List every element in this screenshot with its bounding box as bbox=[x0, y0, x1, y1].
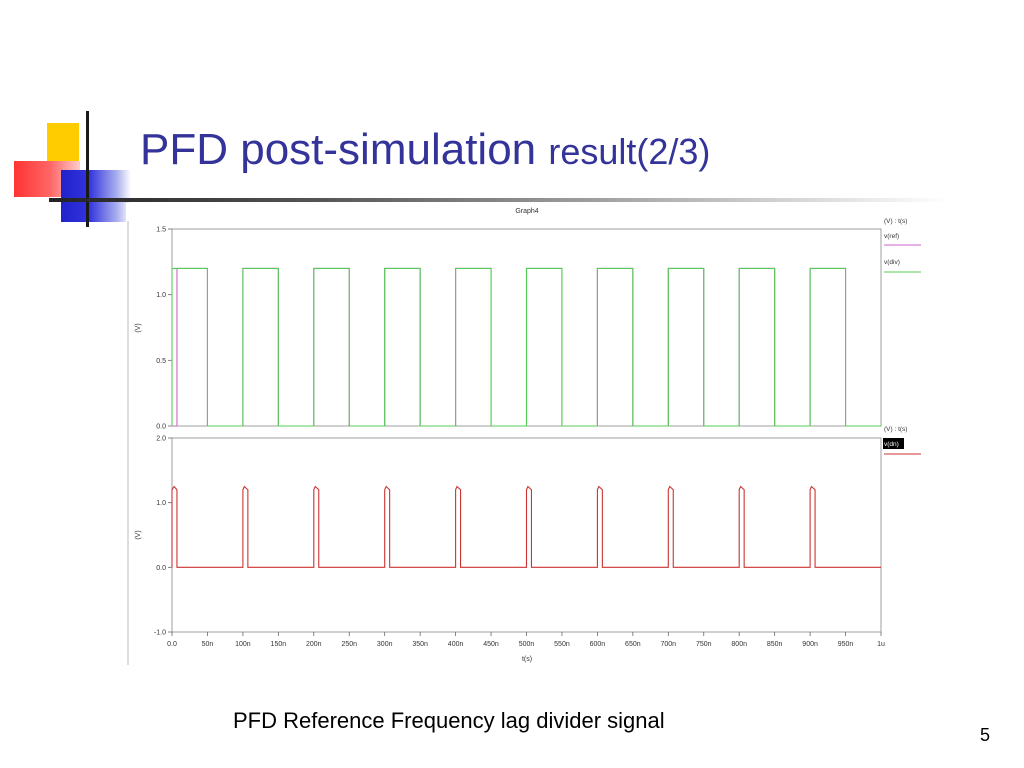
x-tick-label: 750n bbox=[696, 641, 712, 648]
bottom-y-tick-label: 2.0 bbox=[156, 436, 166, 443]
bottom-y-tick-label: -1.0 bbox=[154, 630, 166, 637]
bottom-y-tick-label: 0.0 bbox=[156, 565, 166, 572]
x-tick-label: 300n bbox=[377, 641, 393, 648]
x-axis-label: t(s) bbox=[522, 656, 532, 663]
x-tick-label: 950n bbox=[838, 641, 854, 648]
page-number: 5 bbox=[980, 725, 991, 745]
series-vdiv-line bbox=[171, 267, 881, 427]
x-tick-label: 650n bbox=[625, 641, 641, 648]
slide-title-small: result(2/3) bbox=[548, 131, 711, 172]
slide-title-main: PFD post-simulation bbox=[140, 125, 549, 174]
x-tick-label: 250n bbox=[341, 641, 357, 648]
x-tick-label: 700n bbox=[661, 641, 677, 648]
top-y-tick-label: 0.5 bbox=[156, 358, 166, 365]
x-tick-label: 400n bbox=[448, 641, 464, 648]
legend-div-label: v(div) bbox=[884, 259, 900, 266]
legend-ref-label: v(ref) bbox=[884, 233, 899, 240]
x-tick-label: 50n bbox=[202, 641, 214, 648]
x-tick-label: 600n bbox=[590, 641, 606, 648]
decor-vertical-line bbox=[86, 111, 89, 227]
x-tick-label: 1u bbox=[877, 641, 885, 648]
top-y-tick-label: 1.5 bbox=[156, 227, 166, 234]
decor-blue-square bbox=[61, 170, 131, 222]
slide-title: PFD post-simulation result(2/3) bbox=[140, 125, 710, 175]
x-tick-label: 500n bbox=[519, 641, 535, 648]
slide-caption: PFD Reference Frequency lag divider sign… bbox=[233, 708, 665, 733]
x-tick-label: 100n bbox=[235, 641, 251, 648]
graph-title: Graph4 bbox=[515, 208, 538, 215]
bottom-legend-header: (V) : t(s) bbox=[884, 426, 907, 433]
top-y-tick-label: 1.0 bbox=[156, 292, 166, 299]
bottom-y-axis-label: (V) bbox=[135, 530, 142, 539]
series-vdn-line bbox=[171, 485, 881, 568]
x-tick-label: 800n bbox=[731, 641, 747, 648]
legend-dn-highlight bbox=[883, 438, 904, 449]
top-y-axis-label: (V) bbox=[135, 323, 142, 332]
x-tick-label: 900n bbox=[802, 641, 818, 648]
x-tick-label: 450n bbox=[483, 641, 499, 648]
x-tick-label: 200n bbox=[306, 641, 322, 648]
x-tick-label: 850n bbox=[767, 641, 783, 648]
top-legend-header: (V) : t(s) bbox=[884, 218, 907, 225]
legend-dn-label: v(dn) bbox=[884, 441, 899, 448]
bottom-y-tick-label: 1.0 bbox=[156, 500, 166, 507]
x-tick-label: 550n bbox=[554, 641, 570, 648]
decor-horizontal-line bbox=[49, 198, 949, 202]
x-tick-label: 150n bbox=[271, 641, 287, 648]
x-tick-label: 350n bbox=[412, 641, 428, 648]
top-panel: 0.0 0.5 1.0 1.5 (V) (V) : t(s) v(ref) v(div… bbox=[135, 218, 921, 431]
top-y-tick-label: 0.0 bbox=[156, 424, 166, 431]
x-tick-label: 0.0 bbox=[167, 641, 177, 648]
simulation-plot: Graph4 0.0 0.5 1.0 1.5 (V) (V) : t(s) v(ref… bbox=[126, 203, 926, 667]
